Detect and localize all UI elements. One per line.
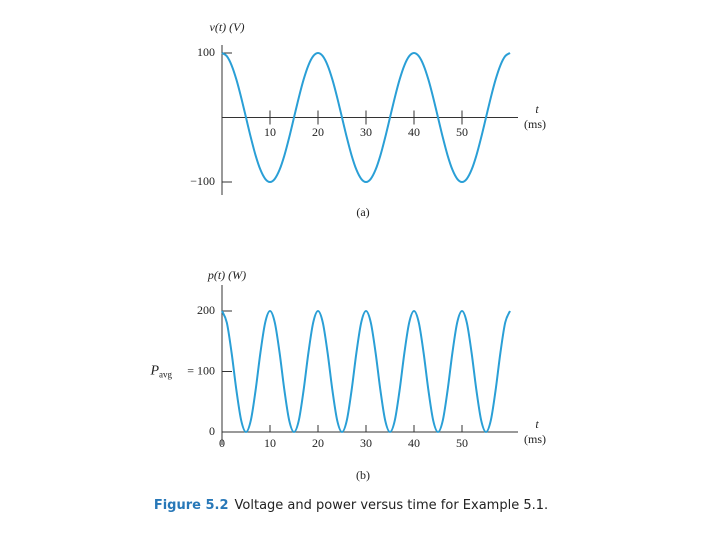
y-tick-label: 0	[209, 424, 215, 438]
y-tick-label: −100	[190, 174, 215, 188]
x-tick-label: 10	[264, 436, 276, 450]
line-series	[221, 309, 511, 434]
panel-label: (a)	[356, 205, 369, 219]
x-tick-label: 20	[312, 436, 324, 450]
x-tick-label: 20	[312, 125, 324, 139]
x-axis-title: t	[535, 102, 539, 116]
avg-subscript: avg	[159, 370, 172, 380]
x-tick-label: 50	[456, 125, 468, 139]
x-tick-label: 50	[456, 436, 468, 450]
y-tick-label: = 100	[187, 363, 215, 377]
y-tick-label: 200	[197, 303, 215, 317]
x-axis-unit: (ms)	[524, 432, 546, 446]
x-tick-label: 40	[408, 125, 420, 139]
line-series	[221, 51, 511, 184]
panel-label: (b)	[356, 468, 370, 482]
x-tick-label: 30	[360, 125, 372, 139]
x-tick-label: 40	[408, 436, 420, 450]
y-tick-label: 100	[197, 45, 215, 59]
x-tick-label: 30	[360, 436, 372, 450]
avg-annotation: Pavg	[149, 364, 172, 380]
x-axis-title: t	[535, 417, 539, 431]
figure-text: Voltage and power versus time for Exampl…	[235, 498, 549, 513]
figure-caption: Figure 5.2 Voltage and power versus time …	[154, 498, 548, 513]
x-tick-label: 0	[219, 436, 225, 450]
x-axis-unit: (ms)	[524, 117, 546, 131]
avg-symbol: P	[149, 364, 159, 379]
figure-label: Figure 5.2	[154, 498, 229, 513]
y-axis-title: v(t) (V)	[210, 20, 245, 34]
x-tick-label: 10	[264, 125, 276, 139]
y-axis-title: p(t) (W)	[207, 268, 246, 282]
